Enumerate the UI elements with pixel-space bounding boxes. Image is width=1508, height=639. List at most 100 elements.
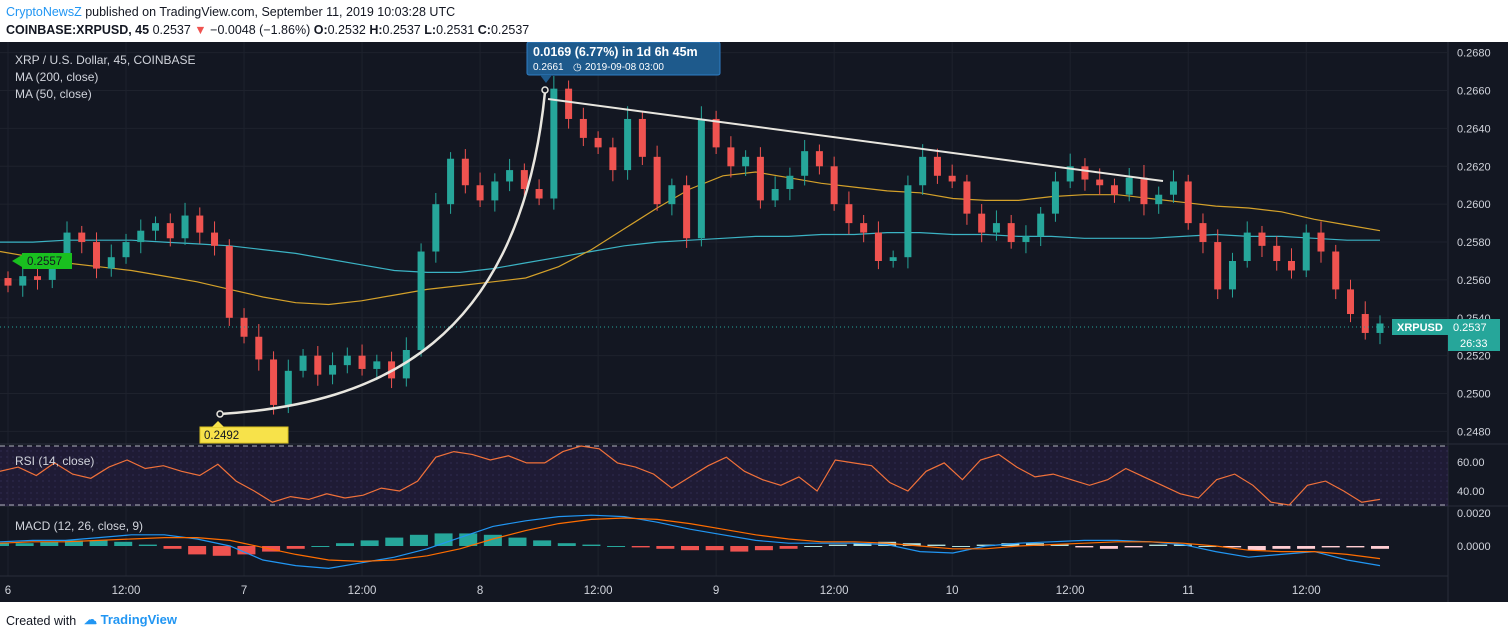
rsi-tick-40: 40.00 bbox=[1457, 486, 1485, 498]
candle-body bbox=[1332, 251, 1340, 290]
legend-ma200: MA (200, close) bbox=[15, 70, 98, 84]
curved-arrow-drawing[interactable] bbox=[219, 91, 547, 416]
candle-body bbox=[1287, 260, 1295, 271]
candle-body bbox=[78, 232, 86, 243]
candles bbox=[4, 75, 1384, 415]
candle-body bbox=[565, 88, 573, 119]
open-label: O: bbox=[313, 23, 328, 37]
measure-box[interactable] bbox=[526, 41, 721, 76]
time-tick-label: 10 bbox=[946, 585, 959, 597]
chart-svg[interactable]: 0.2680 0.2660 0.2640 0.2620 0.2600 0.2580 0.25… bbox=[0, 41, 1508, 602]
candle-body bbox=[284, 370, 292, 405]
candle-body bbox=[1376, 323, 1384, 333]
rsi-tick-60: 60.00 bbox=[1457, 457, 1485, 469]
trendline-drawing[interactable] bbox=[547, 98, 1164, 182]
macd-hist-bar bbox=[89, 540, 108, 546]
low-price-text: 0.2492 bbox=[204, 430, 239, 442]
last-price: 0.2537 bbox=[152, 23, 191, 37]
candle-body bbox=[594, 137, 602, 148]
macd-hist-bar bbox=[1124, 546, 1143, 548]
macd-hist-bar bbox=[1297, 546, 1316, 549]
candle-body bbox=[1096, 179, 1104, 186]
candle-body bbox=[683, 185, 691, 239]
time-tick-label: 12:00 bbox=[1292, 585, 1321, 597]
candle-body bbox=[786, 175, 794, 190]
low-price-label[interactable] bbox=[199, 426, 289, 444]
price-tick-label: 0.2560 bbox=[1457, 275, 1491, 287]
macd-hist-bar bbox=[0, 543, 9, 546]
candle-body bbox=[1051, 181, 1059, 214]
price-tick-label: 0.2660 bbox=[1457, 86, 1491, 98]
candle-body bbox=[579, 118, 587, 138]
macd-tick-0000: 0.0000 bbox=[1457, 541, 1491, 553]
candle-body bbox=[1081, 166, 1089, 180]
left-price-label[interactable] bbox=[22, 253, 72, 269]
candle-body bbox=[624, 118, 632, 171]
rsi-line bbox=[0, 445, 1381, 506]
down-arrow-icon: ▼ bbox=[194, 23, 207, 37]
macd-hist-bar bbox=[1371, 546, 1389, 549]
candle-body bbox=[491, 181, 499, 201]
macd-hist-bar bbox=[434, 533, 453, 546]
macd-hist-bar bbox=[360, 540, 379, 546]
measure-box-pointer bbox=[540, 75, 552, 83]
macd-hist-bar bbox=[483, 534, 502, 546]
macd-hist-bar bbox=[853, 543, 872, 546]
candle-body bbox=[432, 204, 440, 252]
macd-hist-bar bbox=[779, 546, 798, 549]
candle-body bbox=[815, 151, 823, 167]
symbol-label: COINBASE:XRPUSD, 45 bbox=[6, 23, 150, 37]
time-tick-labels: 6 12:00 7 12:00 8 12:00 9 12:00 10 12:00 11 12:00 bbox=[5, 585, 1321, 597]
measure-price: 0.2661 bbox=[533, 62, 564, 73]
low-label: L: bbox=[424, 23, 437, 37]
candle-body bbox=[63, 232, 71, 261]
candle-body bbox=[1007, 223, 1015, 243]
time-tick-label: 7 bbox=[241, 585, 247, 597]
tradingview-logo[interactable]: ☁ TradingView bbox=[84, 612, 177, 628]
macd-histogram bbox=[0, 533, 1389, 556]
candle-body bbox=[535, 189, 543, 199]
candle-body bbox=[211, 232, 219, 246]
candle-body bbox=[1243, 232, 1251, 261]
macd-hist-bar bbox=[1050, 544, 1069, 546]
curve-start-handle[interactable] bbox=[216, 410, 224, 418]
candle-body bbox=[255, 336, 263, 360]
created-with-text: Created with bbox=[6, 614, 77, 628]
macd-hist-bar bbox=[1173, 544, 1192, 546]
macd-hist-bar bbox=[607, 546, 626, 547]
time-tick-label: 8 bbox=[477, 585, 483, 597]
macd-title: MACD (12, 26, close, 9) bbox=[15, 519, 143, 533]
candle-body bbox=[343, 355, 351, 366]
macd-hist-bar bbox=[1075, 546, 1094, 548]
candle-body bbox=[697, 118, 705, 239]
macd-hist-bar bbox=[952, 546, 971, 547]
rsi-band-dots bbox=[0, 446, 1448, 506]
macd-hist-bar bbox=[163, 546, 182, 549]
legend-ma50: MA (50, close) bbox=[15, 87, 92, 101]
candle-body bbox=[963, 181, 971, 214]
candle-body bbox=[653, 156, 661, 205]
candle-body bbox=[270, 359, 278, 405]
macd-hist-bar bbox=[15, 543, 34, 546]
price-tick-label: 0.2500 bbox=[1457, 389, 1491, 401]
macd-hist-bar bbox=[828, 544, 847, 546]
candle-body bbox=[1022, 236, 1030, 243]
candle-body bbox=[609, 147, 617, 171]
ma200-path bbox=[0, 232, 1380, 273]
author-link[interactable]: CryptoNewsZ bbox=[6, 5, 82, 19]
chart-area[interactable]: 0.2680 0.2660 0.2640 0.2620 0.2600 0.2580 0.25… bbox=[0, 41, 1508, 602]
macd-hist-bar bbox=[1321, 546, 1340, 548]
footer: Created with ☁ TradingView bbox=[0, 602, 1508, 639]
measure-main-text: 0.0169 (6.77%) in 1d 6h 45m bbox=[533, 45, 698, 59]
candle-body bbox=[314, 355, 322, 375]
macd-hist-bar bbox=[40, 541, 59, 546]
time-tick-label: 12:00 bbox=[584, 585, 613, 597]
low-label-pointer bbox=[212, 421, 224, 427]
macd-hist-bar bbox=[1149, 544, 1168, 546]
curve-end-handle[interactable] bbox=[541, 86, 549, 94]
candle-body bbox=[122, 242, 130, 258]
candle-body bbox=[93, 242, 101, 269]
macd-hist-bar bbox=[1247, 546, 1266, 551]
candle-body bbox=[34, 276, 42, 280]
rsi-title: RSI (14, close) bbox=[15, 454, 94, 468]
